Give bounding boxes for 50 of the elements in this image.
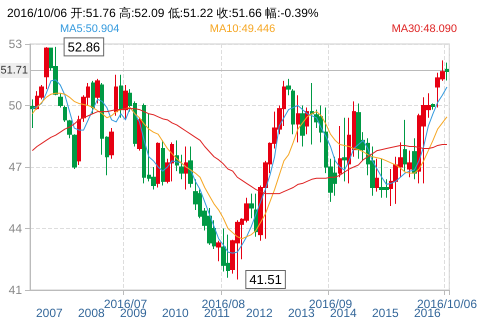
y-tick-label: 47 xyxy=(8,160,22,174)
ref-line-label: 51.71 xyxy=(0,64,28,76)
text: MA10:49.446 xyxy=(210,23,276,35)
candlestick xyxy=(156,142,160,188)
candlestick xyxy=(356,102,361,160)
candlestick xyxy=(53,46,58,96)
text: 2012 xyxy=(246,306,274,320)
candlestick xyxy=(179,154,184,180)
candlestick xyxy=(109,128,114,160)
text: 2008 xyxy=(78,306,106,320)
candlestick xyxy=(44,46,49,90)
y-tick-label: 53 xyxy=(8,37,22,51)
candlestick xyxy=(137,117,142,152)
candlestick xyxy=(123,84,128,120)
candlestick xyxy=(67,119,72,139)
candlestick xyxy=(300,105,305,147)
candlestick xyxy=(296,94,300,143)
text: 2007 xyxy=(36,306,64,320)
candlestick xyxy=(77,115,81,166)
candlestick xyxy=(30,98,35,129)
candlestick xyxy=(445,62,449,81)
text: 2015 xyxy=(372,306,400,320)
candlestick xyxy=(338,126,342,178)
y-tick-label: 44 xyxy=(8,222,22,236)
chart-title: 2016/10/06 开:51.76 高:52.09 低:51.22 收:51.66 幅:-0.39% xyxy=(7,6,319,20)
candlestick xyxy=(216,240,221,262)
y-tick-label: 41 xyxy=(8,283,22,297)
candlestick xyxy=(342,117,347,182)
annotation: 52.86 xyxy=(68,39,100,54)
line-series xyxy=(32,79,448,254)
text: 2010 xyxy=(162,306,190,320)
candlestick xyxy=(161,140,165,186)
text: MA5:50.904 xyxy=(60,23,120,35)
annotation: 41.51 xyxy=(249,272,282,288)
candlestick xyxy=(375,158,379,192)
line-series xyxy=(32,108,448,194)
candlestick xyxy=(403,119,407,172)
y-tick-label: 50 xyxy=(8,98,22,112)
candlestick xyxy=(310,82,314,145)
candlestick xyxy=(95,78,100,104)
candlestick xyxy=(119,74,123,118)
candlestick xyxy=(72,134,77,170)
candlestick xyxy=(188,146,193,188)
candlestick xyxy=(407,150,412,178)
candlestick xyxy=(91,80,95,114)
candlestick xyxy=(184,146,188,190)
candlestick xyxy=(431,102,435,110)
candlestick xyxy=(114,74,118,116)
line-series xyxy=(32,92,448,240)
text: MA30:48.090 xyxy=(392,23,457,35)
